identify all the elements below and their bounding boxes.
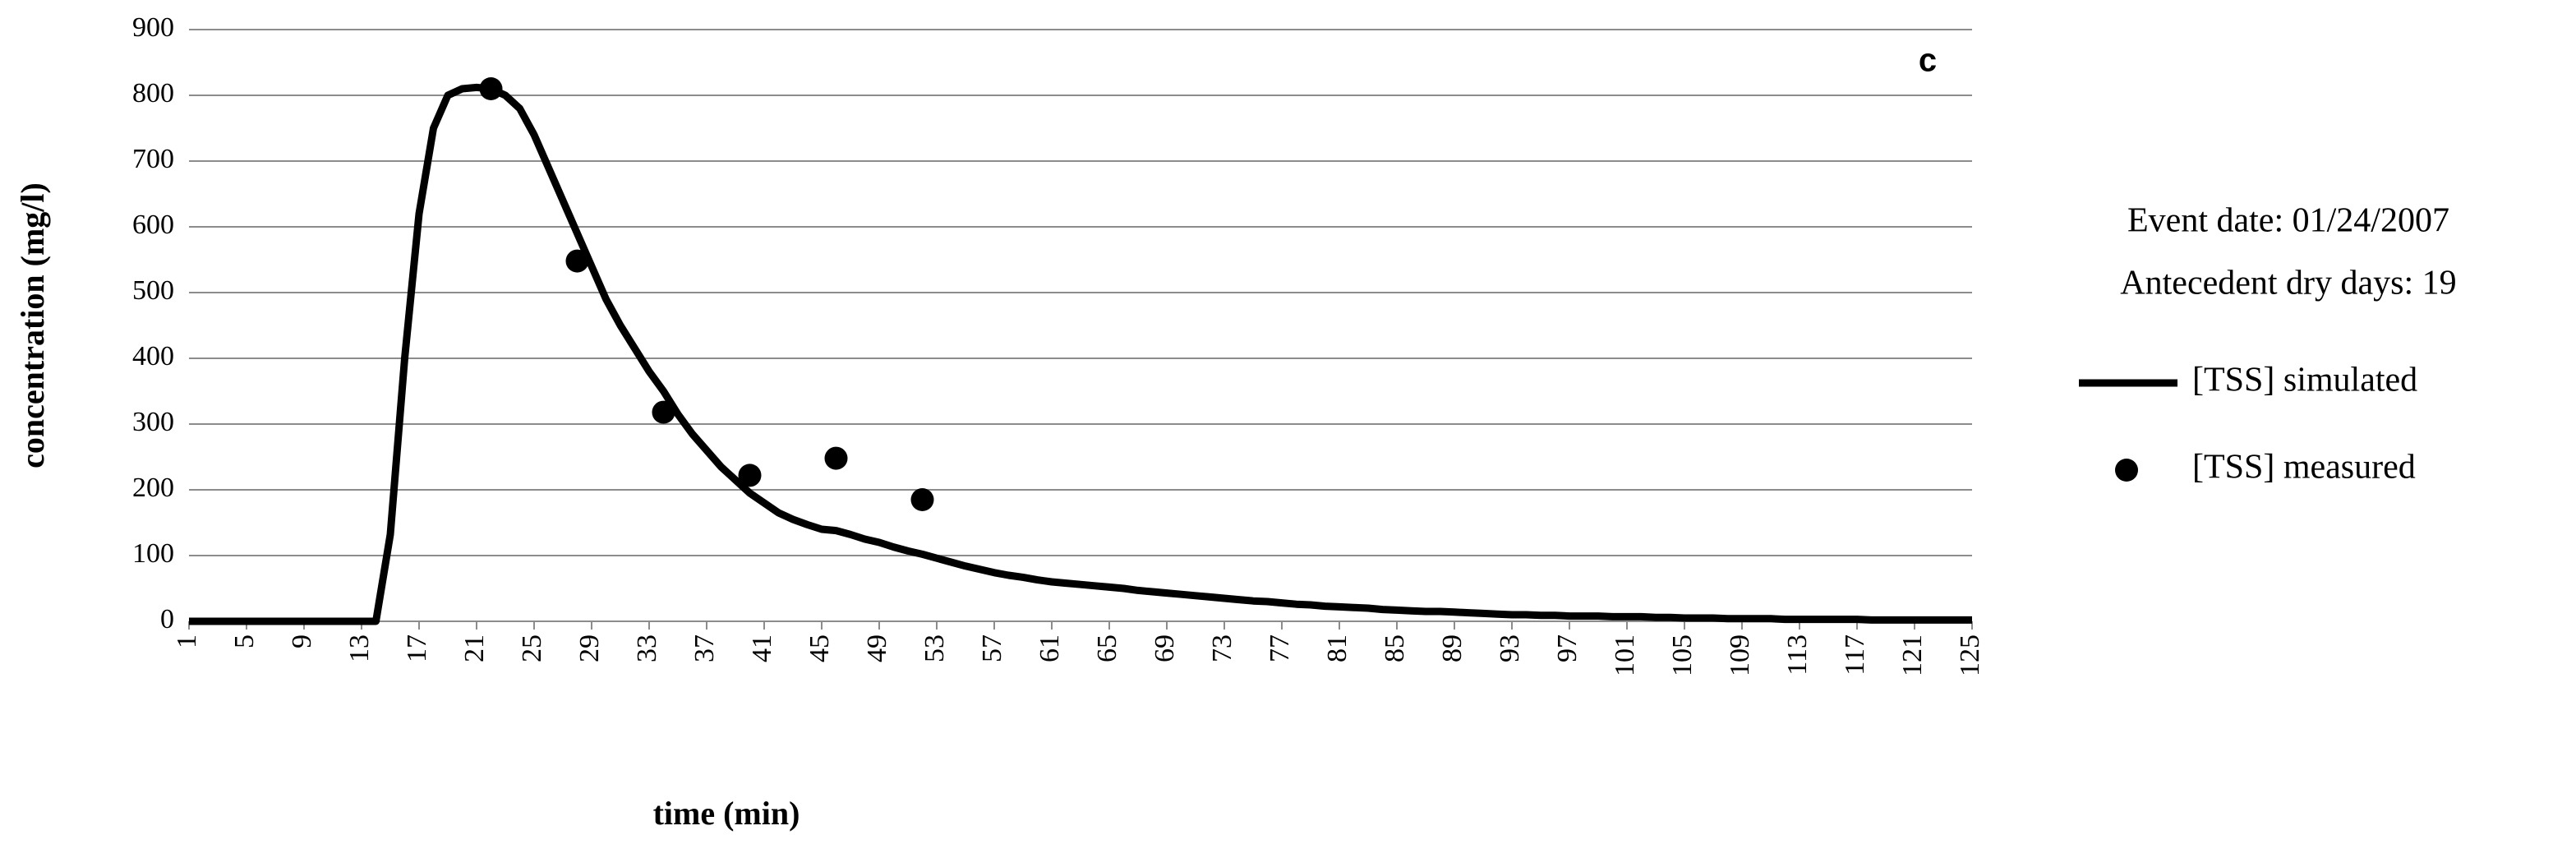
y-tick-label: 500 [132,275,174,306]
x-tick-label: 65 [1092,634,1122,662]
marker [479,77,503,100]
y-axis-label: concentration (mg/l) [14,182,51,468]
x-tick-label: 29 [574,634,605,662]
annotation: Event date: 01/24/2007 [2127,202,2449,240]
x-tick-label: 89 [1437,634,1468,662]
x-tick-label: 97 [1552,634,1583,662]
x-tick-label: 113 [1782,634,1813,676]
x-tick-label: 1 [172,634,202,648]
legend-label: [TSS] simulated [2192,362,2417,399]
y-tick-label: 200 [132,473,174,503]
x-tick-label: 81 [1322,634,1353,662]
marker [910,488,934,511]
x-tick-label: 17 [402,634,432,662]
x-tick-label: 85 [1380,634,1410,662]
y-tick-label: 600 [132,210,174,240]
y-tick-label: 400 [132,341,174,371]
marker [738,464,762,487]
x-tick-label: 45 [804,634,835,662]
x-tick-label: 93 [1495,634,1525,662]
x-tick-label: 9 [287,634,317,648]
y-tick-label: 700 [132,144,174,174]
x-tick-label: 73 [1207,634,1237,662]
x-tick-label: 69 [1150,634,1180,662]
x-axis-label: time (min) [653,795,800,832]
x-tick-label: 121 [1897,634,1928,676]
y-tick-label: 0 [160,604,174,634]
y-tick-label: 100 [132,538,174,569]
marker [565,249,589,273]
x-tick-label: 5 [229,634,260,648]
x-tick-label: 53 [919,634,950,662]
x-tick-label: 101 [1610,634,1640,676]
x-tick-label: 41 [747,634,777,662]
line [189,83,1972,625]
panel-label: c [1919,43,1937,79]
annotation: Antecedent dry days: 19 [2120,265,2456,302]
x-tick-label: 125 [1955,634,1985,676]
x-tick-label: 117 [1840,634,1870,676]
x-tick-label: 77 [1265,634,1295,662]
marker [824,446,848,470]
y-tick-label: 800 [132,78,174,108]
x-tick-label: 25 [517,634,547,662]
x-tick-label: 21 [459,634,490,662]
x-tick-label: 33 [632,634,662,662]
x-tick-label: 37 [689,634,720,662]
x-tick-label: 13 [344,634,375,662]
x-tick-label: 105 [1667,634,1698,676]
y-tick-label: 300 [132,407,174,437]
x-tick-label: 49 [862,634,892,662]
legend-swatch [2115,459,2138,482]
marker [652,400,675,424]
x-tick-label: 61 [1035,634,1065,662]
x-tick-label: 57 [977,634,1007,662]
x-tick-label: 109 [1725,634,1755,676]
legend-label: [TSS] measured [2192,449,2416,487]
y-tick-label: 900 [132,12,174,43]
